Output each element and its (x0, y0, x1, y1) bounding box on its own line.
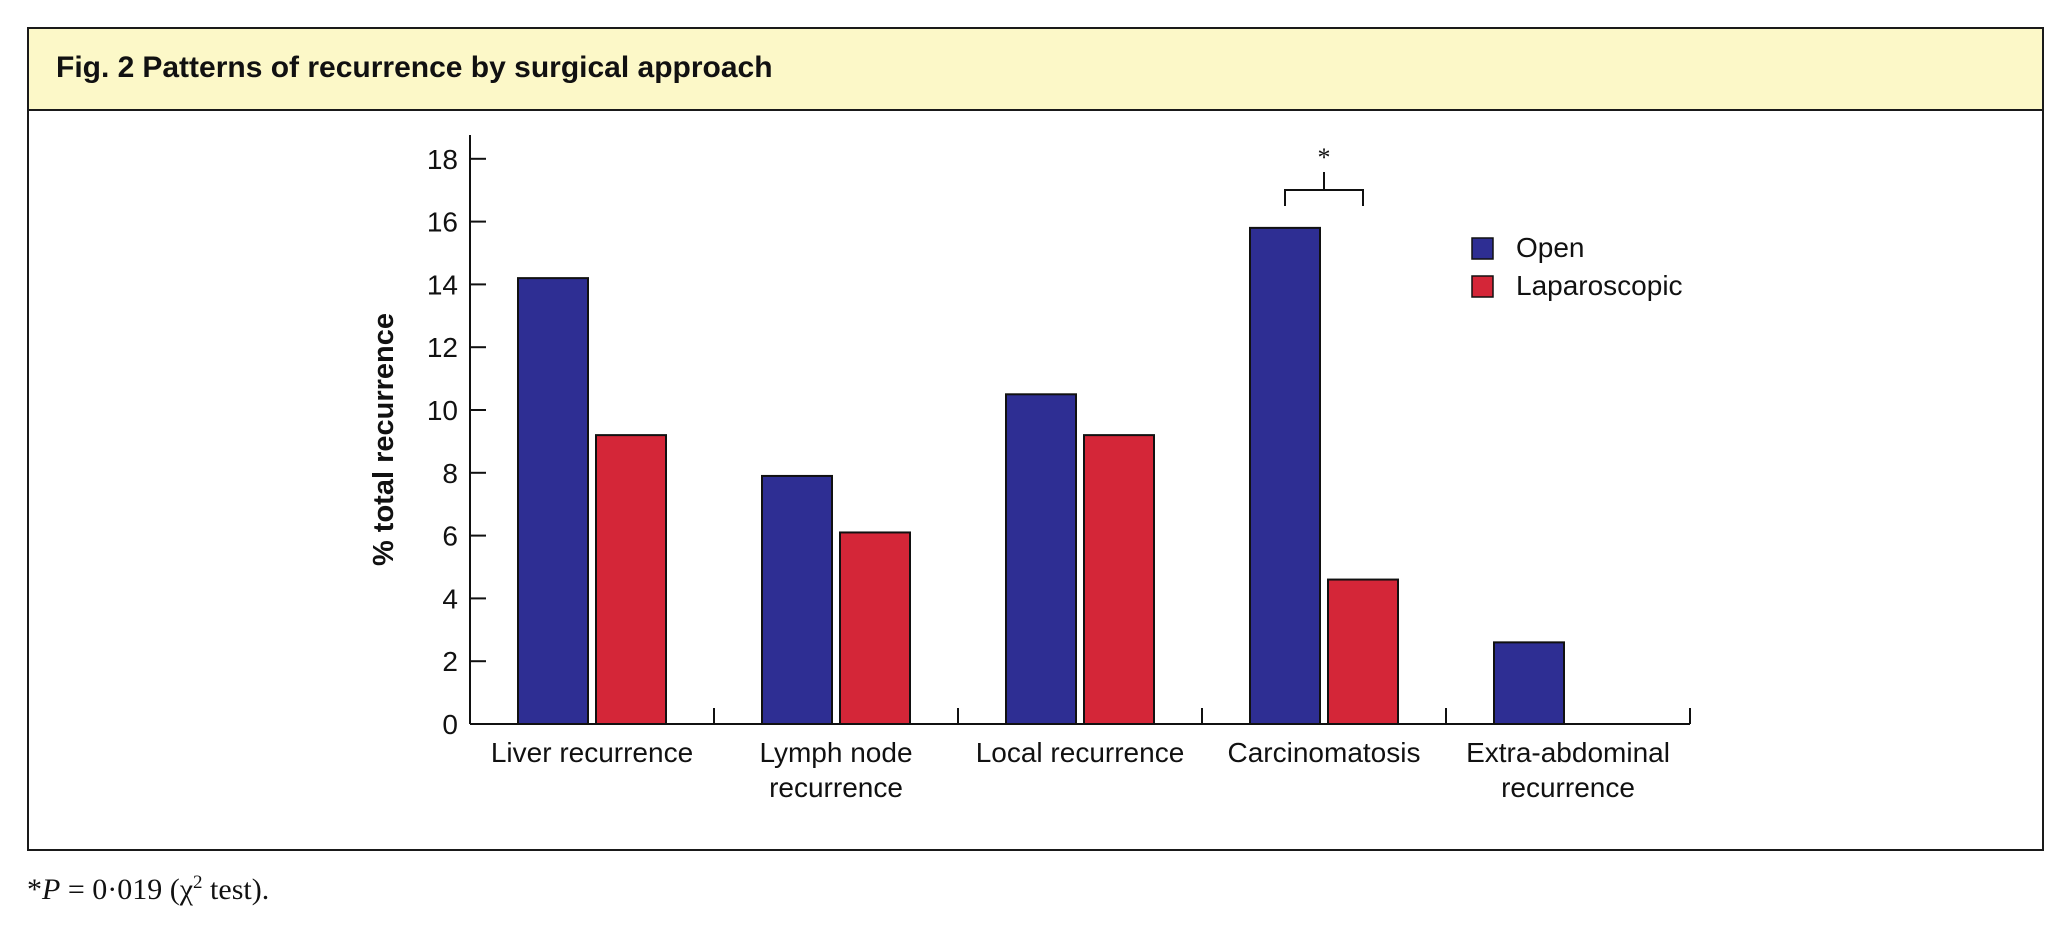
figure-number: Fig. 2 (56, 51, 135, 84)
y-tick-label: 8 (442, 458, 458, 489)
y-tick-label: 6 (442, 521, 458, 552)
bar-open (761, 474, 833, 725)
x-category-label: Local recurrence (976, 737, 1185, 768)
significance-bracket (1284, 172, 1364, 206)
bar-laparoscopic (839, 531, 911, 726)
bar-open (1249, 226, 1321, 725)
bar-laparoscopic (595, 434, 667, 725)
footnote-star: * (27, 873, 42, 906)
figure-caption: Fig. 2 Patterns of recurrence by surgical… (56, 51, 773, 85)
footnote-test-text: test). (202, 873, 270, 906)
y-tick-label: 2 (442, 646, 458, 677)
y-tick-label: 16 (427, 207, 458, 238)
legend-swatch-laparoscopic (1471, 275, 1494, 298)
x-category-label: recurrence (1501, 772, 1635, 803)
legend-label-open: Open (1516, 232, 1585, 263)
footnote-p-label: P (42, 873, 61, 906)
bar-laparoscopic (1083, 434, 1155, 725)
y-tick-label: 18 (427, 144, 458, 175)
x-category-label: recurrence (769, 772, 903, 803)
bar-open (1005, 393, 1077, 725)
bar-open (517, 277, 589, 725)
legend-swatch-open (1471, 237, 1494, 260)
bar-laparoscopic (1327, 578, 1399, 725)
y-tick-label: 0 (442, 709, 458, 740)
bar-open (1493, 641, 1565, 725)
footnote-p-text: = 0·019 (χ (60, 873, 194, 906)
figure-title: Patterns of recurrence by surgical appro… (142, 51, 773, 84)
significance-star: * (1318, 143, 1331, 172)
figure-caption-bar: Fig. 2 Patterns of recurrence by surgical… (29, 29, 2042, 111)
footnote: *P = 0·019 (χ2 test). (27, 872, 269, 907)
x-category-label: Extra-abdominal (1466, 737, 1670, 768)
footnote-chi-exponent: 2 (193, 872, 203, 893)
y-axis-title: % total recurrence (368, 313, 400, 566)
legend-label-laparoscopic: Laparoscopic (1516, 270, 1683, 301)
y-tick-label: 10 (427, 395, 458, 426)
y-tick-label: 12 (427, 332, 458, 363)
x-category-label: Liver recurrence (491, 737, 693, 768)
x-category-label: Carcinomatosis (1228, 737, 1421, 768)
y-tick-label: 14 (427, 269, 458, 300)
x-category-label: Lymph node (759, 737, 912, 768)
y-tick-label: 4 (442, 583, 458, 614)
